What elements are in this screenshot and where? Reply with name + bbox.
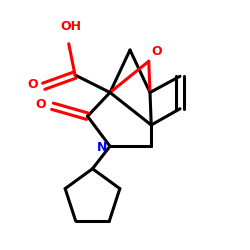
- Text: N: N: [97, 141, 108, 154]
- Text: O: O: [27, 78, 38, 92]
- Text: OH: OH: [61, 20, 82, 32]
- Text: O: O: [152, 45, 162, 58]
- Text: O: O: [36, 98, 46, 112]
